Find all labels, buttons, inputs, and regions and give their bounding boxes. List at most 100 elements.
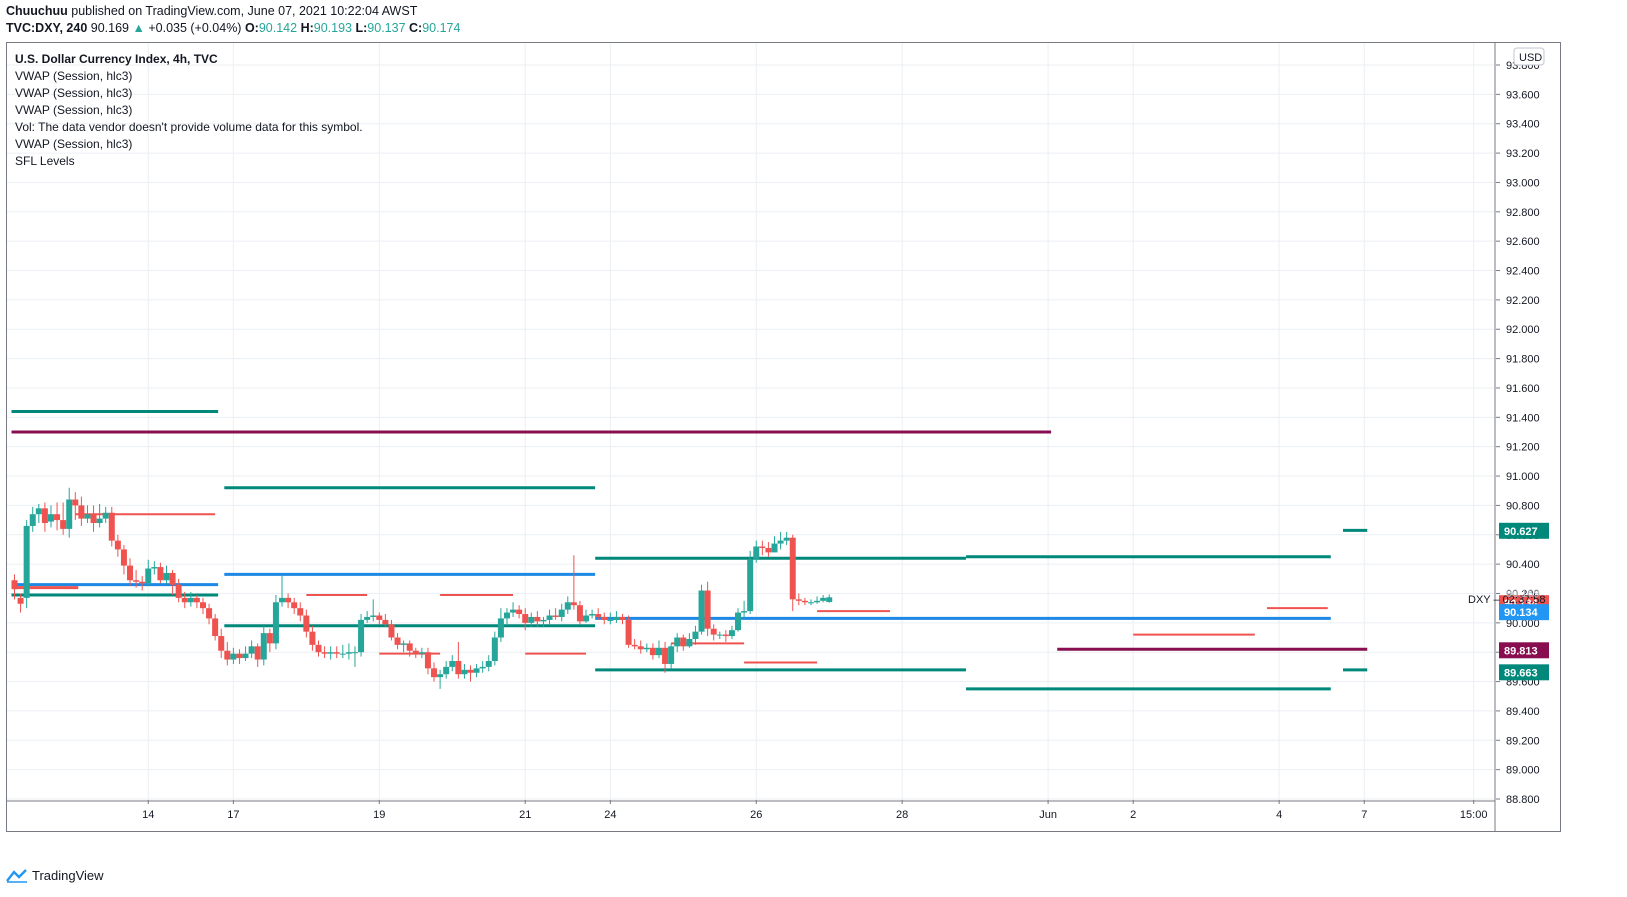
candle-body[interactable]: [765, 547, 772, 553]
candle-body[interactable]: [497, 618, 504, 638]
candle-body[interactable]: [96, 518, 103, 524]
candle-body[interactable]: [826, 597, 833, 602]
candle-body[interactable]: [41, 508, 48, 524]
candle-body[interactable]: [315, 644, 322, 653]
candle-body[interactable]: [820, 597, 827, 601]
candle-body[interactable]: [771, 543, 778, 553]
candle-body[interactable]: [169, 572, 176, 585]
candle-body[interactable]: [485, 661, 492, 667]
legend-line-5[interactable]: VWAP (Session, hlc3): [15, 137, 133, 151]
candle-body[interactable]: [388, 624, 395, 638]
candle-body[interactable]: [218, 636, 225, 651]
candle-body[interactable]: [345, 652, 352, 654]
candle-body[interactable]: [108, 512, 115, 541]
candle-body[interactable]: [47, 514, 54, 522]
candle-body[interactable]: [370, 615, 377, 617]
candle-body[interactable]: [309, 631, 316, 645]
candle-body[interactable]: [272, 602, 279, 644]
candle-body[interactable]: [151, 567, 158, 569]
candle-body[interactable]: [163, 572, 170, 581]
candle-body[interactable]: [473, 668, 480, 673]
candle-body[interactable]: [759, 546, 766, 548]
candle-body[interactable]: [23, 525, 30, 598]
candle-body[interactable]: [637, 646, 644, 650]
candle-body[interactable]: [224, 650, 231, 660]
candle-body[interactable]: [643, 647, 650, 650]
candle-body[interactable]: [358, 619, 365, 653]
candle-body[interactable]: [120, 549, 127, 566]
candle-body[interactable]: [564, 602, 571, 610]
candle-body[interactable]: [710, 628, 717, 635]
candle-body[interactable]: [741, 611, 748, 613]
candle-body[interactable]: [230, 653, 237, 660]
candle-body[interactable]: [406, 643, 413, 651]
candle-body[interactable]: [206, 608, 213, 619]
candle-body[interactable]: [193, 597, 200, 603]
candle-body[interactable]: [54, 514, 61, 521]
candle-body[interactable]: [491, 637, 498, 662]
candle-body[interactable]: [35, 508, 42, 515]
candle-body[interactable]: [722, 634, 729, 637]
candle-body[interactable]: [540, 619, 547, 622]
candle-body[interactable]: [29, 514, 36, 526]
candle-body[interactable]: [795, 599, 802, 601]
candle-body[interactable]: [455, 661, 462, 675]
candle-body[interactable]: [199, 602, 206, 609]
candle-body[interactable]: [78, 505, 85, 519]
candle-body[interactable]: [467, 669, 474, 673]
candle-body[interactable]: [704, 590, 711, 629]
currency-badge[interactable]: [1513, 47, 1545, 66]
candle-body[interactable]: [424, 652, 431, 669]
candle-body[interactable]: [686, 638, 693, 647]
candle-body[interactable]: [90, 514, 97, 524]
candle-body[interactable]: [443, 666, 450, 675]
candle-body[interactable]: [248, 646, 255, 654]
candle-body[interactable]: [461, 669, 468, 675]
candle-body[interactable]: [589, 614, 596, 616]
candle-body[interactable]: [674, 637, 681, 647]
candle-body[interactable]: [801, 600, 808, 603]
candle-body[interactable]: [187, 597, 194, 603]
candle-body[interactable]: [601, 616, 608, 620]
legend-line-1[interactable]: VWAP (Session, hlc3): [15, 69, 133, 83]
candle-body[interactable]: [510, 609, 517, 613]
candle-body[interactable]: [546, 615, 553, 620]
candle-body[interactable]: [364, 616, 371, 620]
candle-body[interactable]: [303, 615, 310, 632]
candle-body[interactable]: [297, 608, 304, 616]
candle-body[interactable]: [595, 614, 602, 617]
candle-body[interactable]: [698, 590, 705, 632]
candle-body[interactable]: [619, 616, 626, 620]
candle-body[interactable]: [333, 652, 340, 654]
candle-body[interactable]: [382, 619, 389, 625]
candle-body[interactable]: [17, 597, 24, 604]
candle-body[interactable]: [552, 615, 559, 617]
candle-body[interactable]: [534, 616, 541, 622]
candle-body[interactable]: [66, 499, 73, 529]
candle-body[interactable]: [212, 618, 219, 637]
candle-body[interactable]: [576, 605, 583, 622]
candle-body[interactable]: [625, 619, 632, 645]
candle-body[interactable]: [418, 652, 425, 654]
candle-body[interactable]: [139, 581, 146, 584]
candle-body[interactable]: [558, 609, 565, 617]
candle-body[interactable]: [60, 520, 67, 529]
candle-body[interactable]: [291, 602, 298, 609]
legend-line-3[interactable]: VWAP (Session, hlc3): [15, 103, 133, 117]
candle-body[interactable]: [285, 597, 292, 603]
candle-body[interactable]: [783, 537, 790, 541]
candle-body[interactable]: [570, 602, 577, 606]
candle-body[interactable]: [102, 512, 109, 519]
candle-body[interactable]: [84, 514, 91, 519]
chart-frame[interactable]: [6, 42, 1561, 832]
candle-body[interactable]: [400, 643, 407, 645]
candle-body[interactable]: [157, 567, 164, 581]
candle-body[interactable]: [528, 616, 535, 623]
candle-body[interactable]: [242, 653, 249, 659]
candle-body[interactable]: [321, 652, 328, 654]
candle-body[interactable]: [437, 674, 444, 678]
candle-body[interactable]: [327, 652, 334, 654]
candle-body[interactable]: [631, 644, 638, 647]
tradingview-brand[interactable]: TradingView: [6, 868, 104, 883]
